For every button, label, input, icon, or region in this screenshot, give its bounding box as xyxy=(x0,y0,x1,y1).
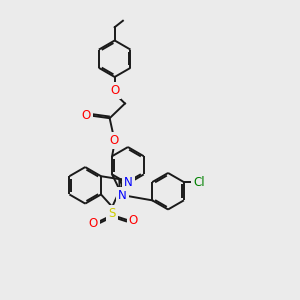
Text: N: N xyxy=(118,189,127,202)
Text: O: O xyxy=(110,134,119,147)
Text: O: O xyxy=(110,84,119,97)
Text: O: O xyxy=(88,217,98,230)
Text: O: O xyxy=(82,109,91,122)
Text: Cl: Cl xyxy=(194,176,205,189)
Text: N: N xyxy=(124,176,133,189)
Text: S: S xyxy=(109,207,116,220)
Text: O: O xyxy=(129,214,138,226)
